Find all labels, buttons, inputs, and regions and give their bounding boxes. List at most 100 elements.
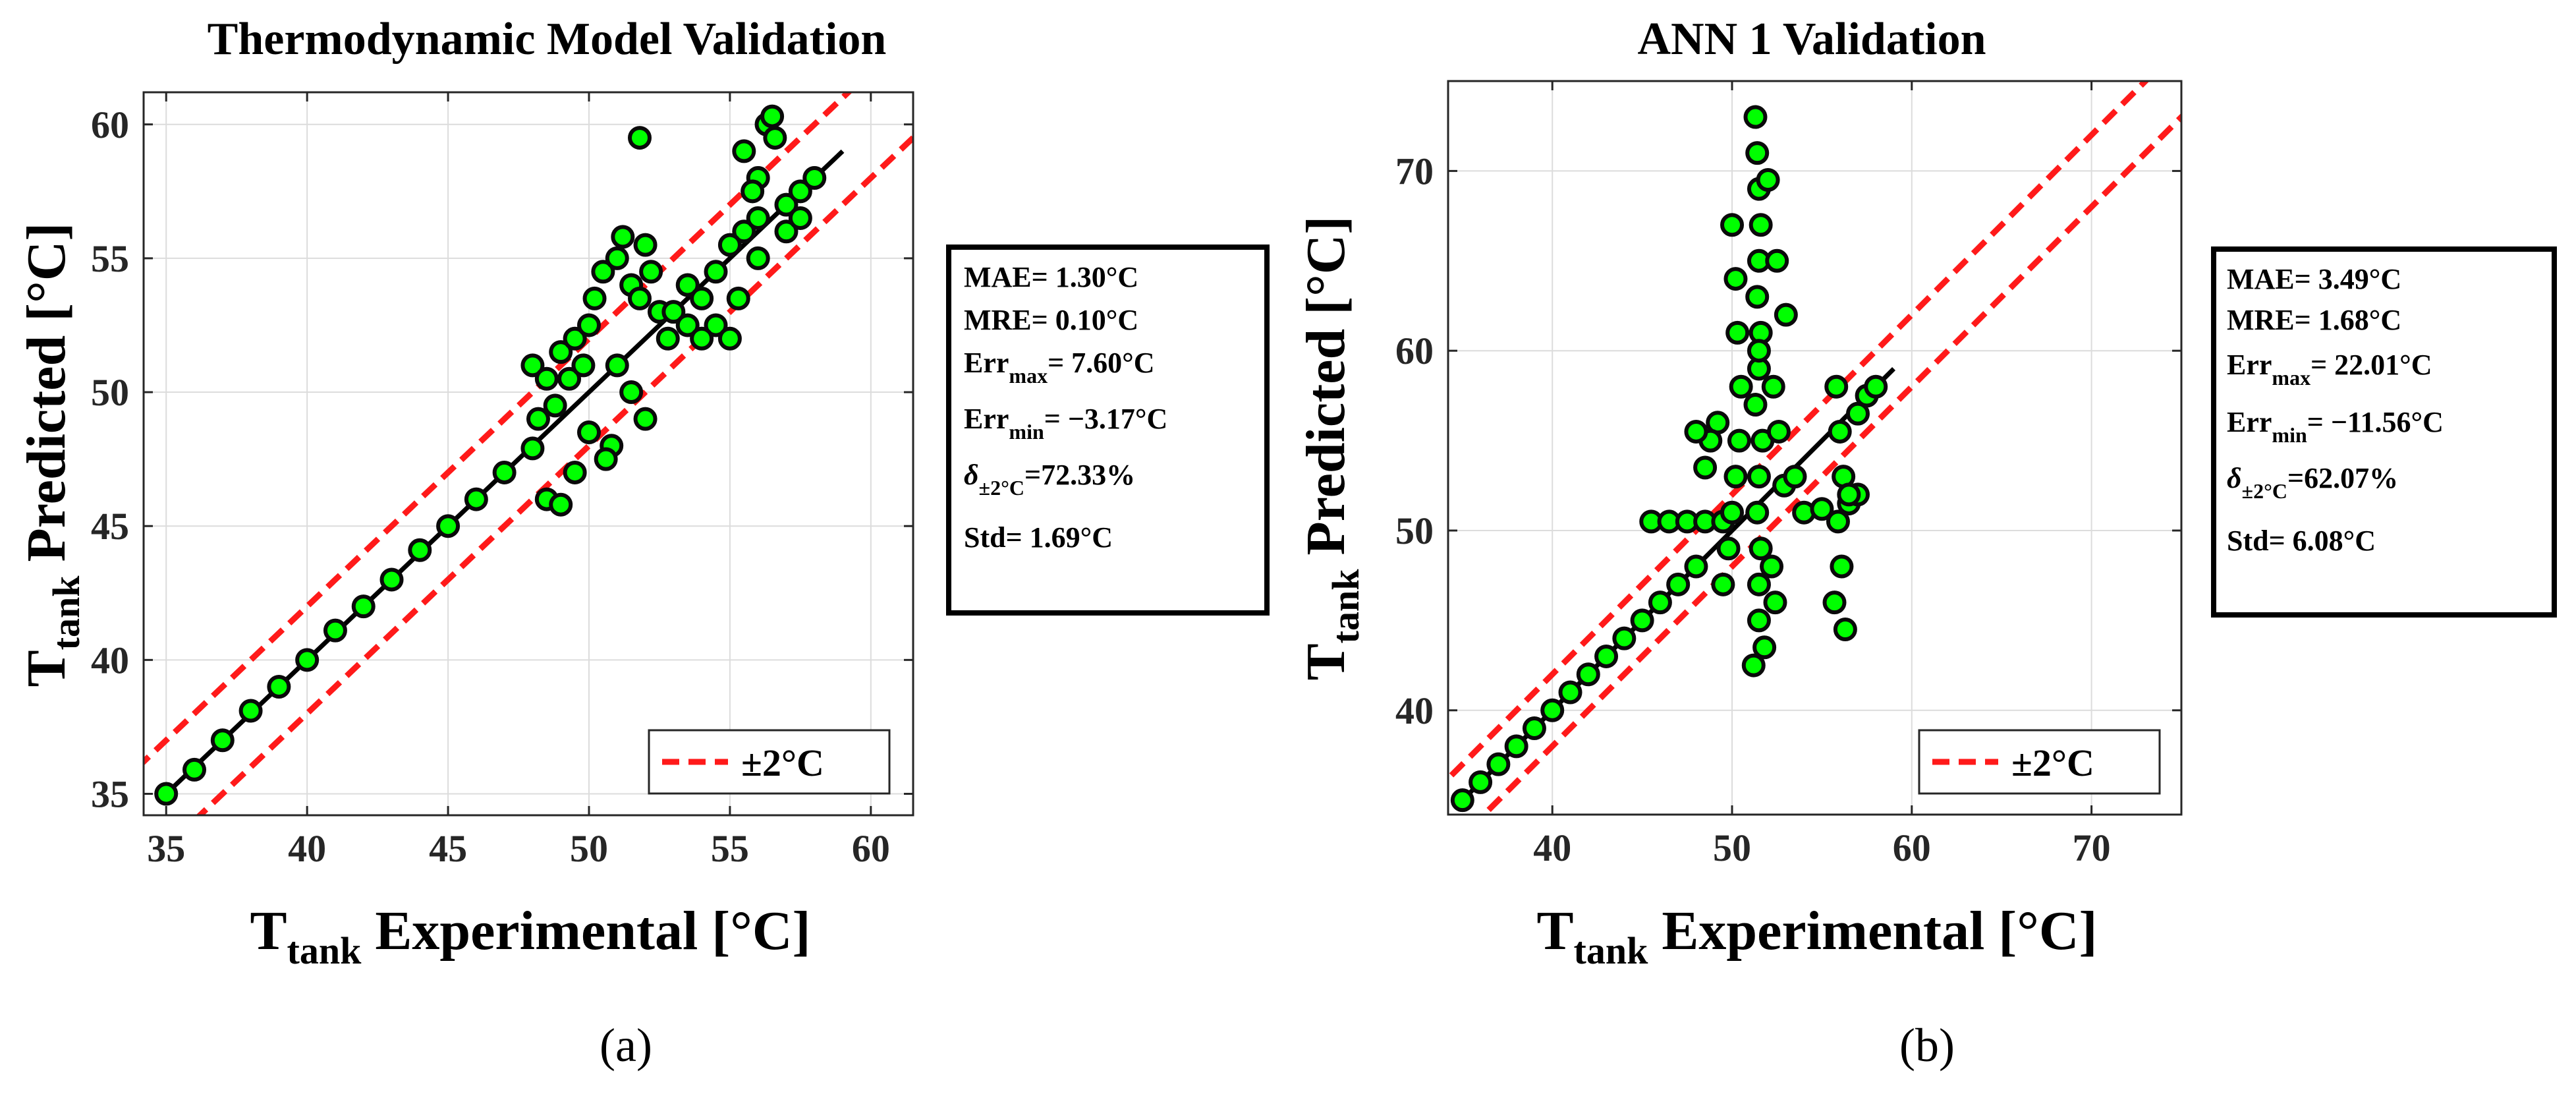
y-tick-label: 40: [91, 639, 129, 681]
legend: ±2°C: [1918, 729, 2161, 795]
data-point: [563, 460, 587, 484]
data-point: [1504, 734, 1528, 759]
x-tick-label: 70: [2073, 826, 2111, 869]
panel-a: Thermodynamic Model Validation 35 40 45 50 5…: [16, 14, 1270, 1072]
y-axis-label-rest: Predicted [°C]: [16, 223, 77, 576]
data-point: [1752, 635, 1777, 660]
data-point: [763, 126, 787, 150]
series-outlier: [627, 126, 652, 150]
data-point: [594, 447, 618, 471]
x-axis-label: Ttank Experimental [°C]: [1537, 900, 2098, 972]
data-point: [1720, 500, 1745, 525]
data-point: [746, 206, 770, 230]
stats-frame: [2211, 246, 2557, 618]
data-point: [732, 139, 756, 163]
data-point: [1828, 419, 1852, 444]
series-right-cluster-56: [1822, 374, 1888, 642]
x-tick-label: 60: [1893, 826, 1931, 869]
series-vertical-spike-50: [1684, 213, 1753, 596]
data-point: [1747, 465, 1771, 489]
data-point: [1743, 105, 1768, 129]
stat-mre: MRE= 1.68°C: [2227, 304, 2401, 336]
data-point: [351, 594, 376, 619]
stat-errmin: Errmin= −3.17°C: [964, 403, 1167, 444]
tolerance-band: [144, 92, 913, 815]
data-point: [1727, 428, 1751, 453]
data-point: [1745, 500, 1770, 525]
data-point: [1833, 618, 1857, 642]
data-point: [323, 618, 347, 643]
data-point: [1666, 572, 1691, 596]
x-tick-label: 55: [711, 827, 749, 870]
x-axis-label-main: T: [1537, 900, 1574, 962]
data-point: [526, 407, 550, 431]
data-point: [520, 353, 545, 378]
data-point: [690, 286, 714, 310]
series-diagonal: [1450, 554, 1708, 813]
data-point: [1760, 554, 1784, 579]
y-axis-label-sub: tank: [45, 575, 88, 650]
x-tick-label: 40: [1533, 826, 1571, 869]
x-tick-label: 50: [570, 827, 608, 870]
x-axis-label-main: T: [250, 900, 287, 962]
y-tick-label: 45: [91, 505, 129, 548]
data-point: [1720, 213, 1745, 237]
data-point: [1522, 716, 1546, 741]
x-axis-label-sub: tank: [1574, 929, 1649, 972]
data-point: [1711, 572, 1735, 596]
data-point: [1558, 680, 1582, 705]
x-tick-label: 60: [852, 827, 890, 870]
data-point: [605, 246, 629, 270]
data-point: [1747, 572, 1771, 596]
band-upper-line: [1448, 81, 2150, 783]
data-point: [1723, 465, 1748, 489]
stat-errmin: Errmin= −11.56°C: [2227, 406, 2444, 447]
stat-delta: δ±2°C=62.07%: [2227, 462, 2398, 503]
x-axis-label-rest: Experimental [°C]: [361, 900, 810, 962]
panel-b: ANN 1 Validation 40 50 60 70 40 50 60 70 Ttank …: [1295, 14, 2557, 1072]
y-axis-label-sub: tank: [1324, 569, 1367, 644]
tolerance-band: [1448, 81, 2181, 815]
legend-label: ±2°C: [2011, 741, 2094, 784]
plot-frame: [142, 91, 914, 817]
data-point: [1723, 267, 1748, 291]
data-point: [627, 126, 652, 150]
data-point: [1630, 608, 1654, 633]
x-axis-label-sub: tank: [287, 929, 362, 972]
data-point: [267, 674, 291, 699]
band-lower-line: [196, 133, 913, 815]
x-axis-label: Ttank Experimental [°C]: [250, 900, 811, 972]
stats-box: MAE= 1.30°C MRE= 0.10°C Errmax= 7.60°C E…: [946, 245, 1270, 616]
data-point: [379, 567, 404, 592]
data-point: [1822, 591, 1847, 615]
series-vertical-spike-51: [1741, 105, 1777, 678]
data-point: [1450, 788, 1474, 813]
data-point: [1684, 554, 1708, 579]
x-tick-label: 45: [429, 827, 467, 870]
data-point: [1761, 374, 1785, 399]
data-point: [1783, 465, 1807, 489]
data-point: [238, 699, 263, 723]
data-point: [520, 436, 545, 461]
data-point: [210, 728, 235, 753]
data-point: [726, 286, 750, 310]
data-point: [633, 233, 658, 257]
data-point: [1765, 248, 1789, 273]
y-tick-label: 50: [1395, 509, 1434, 552]
data-point: [1745, 141, 1770, 165]
data-point: [1594, 644, 1619, 668]
y-tick-label: 35: [91, 772, 129, 815]
data-point: [1648, 591, 1672, 615]
stat-std: Std= 1.69°C: [964, 521, 1113, 554]
data-point: [295, 648, 320, 672]
data-point: [639, 260, 663, 284]
x-tick-label: 50: [1713, 826, 1751, 869]
y-axis-label-rest: Predicted [°C]: [1295, 216, 1357, 569]
stat-mae: MAE= 1.30°C: [964, 261, 1138, 293]
y-axis-label-main: T: [16, 650, 77, 687]
data-point: [1826, 509, 1850, 534]
chart-title: Thermodynamic Model Validation: [208, 14, 887, 65]
data-point: [1774, 303, 1798, 327]
stats-box: MAE= 3.49°C MRE= 1.68°C Errmax= 22.01°C …: [2211, 246, 2557, 618]
stat-mae: MAE= 3.49°C: [2227, 263, 2401, 295]
